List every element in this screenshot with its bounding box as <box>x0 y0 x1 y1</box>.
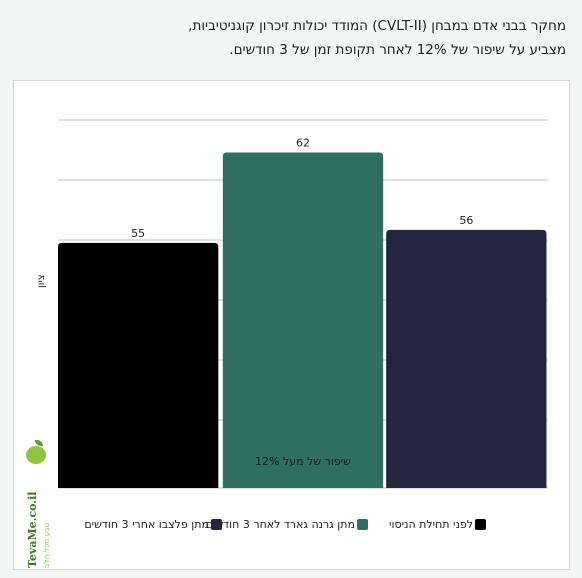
legend-swatch-granagard <box>357 519 368 530</box>
chart-caption: מחקר בבני אדם במבחן (CVLT-II) המודד יכול… <box>16 14 566 62</box>
legend-item-placebo: מתן פלצבו אחרי 3 חודשים <box>84 518 222 531</box>
legend-item-granagard: מתן גרנה גארד לאחר 3 חודשים <box>206 518 368 531</box>
legend-swatch-placebo <box>211 519 222 530</box>
caption-line-2: מצביע על שיפור של 12% לאחר תקופת זמן של … <box>229 42 566 58</box>
legend-label-placebo: מתן פלצבו אחרי 3 חודשים <box>84 518 209 531</box>
chart-legend: לפני תחילת הניסוי מתן גרנה גארד לאחר 3 ח… <box>0 518 582 538</box>
tevame-logo: TevaMe.co.il טבע מכל הלב <box>12 440 52 576</box>
improvement-annotation: שיפור של מעל 12% <box>255 455 351 468</box>
logo-name: TevaMe.co.il <box>26 491 39 568</box>
logo-leaf-icon <box>35 440 43 446</box>
bar-1 <box>222 152 384 489</box>
bar-value-label-1: 62 <box>296 137 310 150</box>
y-axis-label: ציון <box>36 274 47 288</box>
bar-value-label-2: 56 <box>459 214 473 227</box>
legend-label-granagard: מתן גרנה גארד לאחר 3 חודשים <box>205 518 355 531</box>
bar-value-label-0: 55 <box>131 227 145 240</box>
legend-item-before: לפני תחילת הניסוי <box>389 518 486 531</box>
logo-apple-icon <box>26 446 46 464</box>
logo-tagline: טבע מכל הלב <box>42 522 51 568</box>
bar-0 <box>58 242 219 488</box>
legend-label-before: לפני תחילת הניסוי <box>389 518 473 531</box>
bar-2 <box>386 229 547 488</box>
legend-swatch-before <box>475 519 486 530</box>
caption-line-1: מחקר בבני אדם במבחן (CVLT-II) המודד יכול… <box>188 18 566 34</box>
